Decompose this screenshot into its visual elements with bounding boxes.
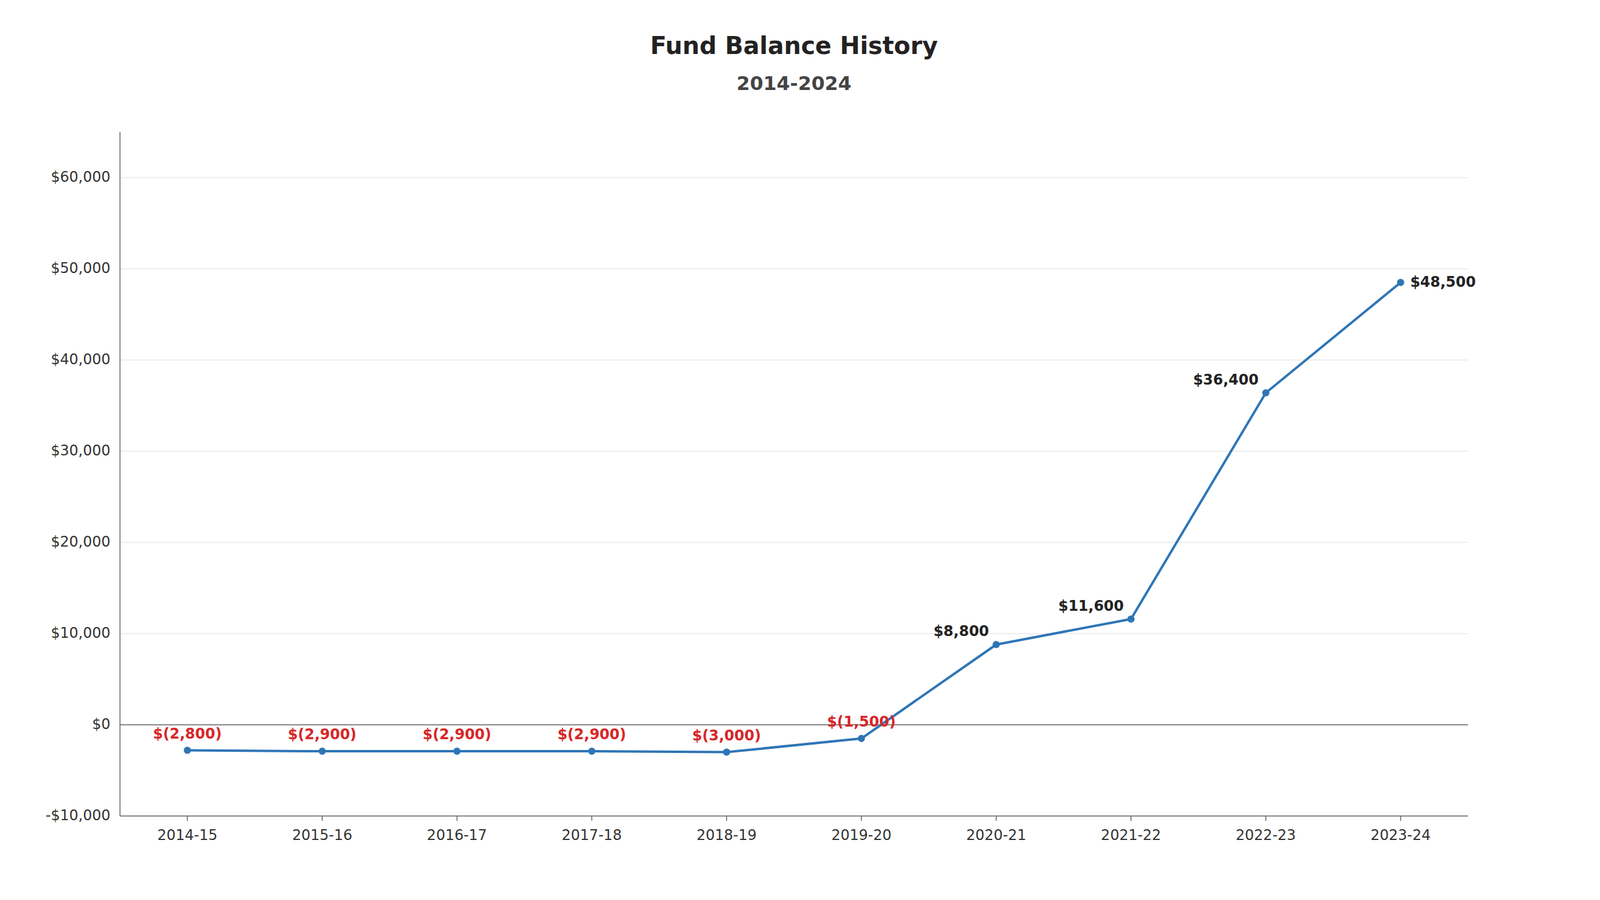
point — [857, 734, 866, 743]
x-tick — [1400, 815, 1402, 821]
x-tick-label: 2014-15 — [157, 826, 218, 844]
point — [1397, 278, 1405, 287]
data-label: $(3,000) — [692, 727, 762, 744]
plot-data — [183, 278, 1404, 756]
point — [1127, 615, 1135, 623]
x-tick — [456, 815, 458, 821]
y-tick-label: $50,000 — [50, 259, 111, 277]
x-tick — [860, 815, 863, 821]
grid-line — [119, 542, 1469, 543]
data-label: $(1,500) — [827, 713, 897, 731]
x-tick — [187, 815, 189, 821]
data-label: $8,800 — [933, 622, 990, 640]
x-tick-label: 2017-18 — [561, 826, 622, 844]
x-tick-label: 2021-22 — [1100, 826, 1161, 844]
data-label: $(2,900) — [557, 725, 627, 743]
x-tick-label: 2019-20 — [831, 826, 892, 844]
point — [722, 748, 731, 756]
grid-line — [119, 451, 1469, 452]
y-tick-label: -$10,000 — [45, 806, 111, 824]
data-label: $(2,800) — [152, 725, 222, 743]
point — [587, 747, 596, 755]
chart-svg: Fund Balance History 2014-2024 -$10,000 $0 $… — [0, 0, 1600, 900]
point — [992, 640, 1001, 648]
title: Fund Balance History — [650, 31, 939, 60]
x-tick — [321, 815, 323, 821]
x-tick — [591, 815, 593, 821]
x-tick-label: 2018-19 — [696, 826, 757, 844]
x-tick-label: 2015-16 — [292, 826, 353, 844]
data-label: $(2,900) — [422, 725, 492, 743]
x-tick — [725, 815, 728, 821]
y-tick-label: $0 — [91, 715, 111, 733]
chart-container: Fund Balance History 2014-2024 -$10,000 $0 $… — [0, 0, 1600, 900]
y-tick-label: $40,000 — [50, 350, 111, 368]
x-tick — [995, 815, 998, 821]
y-tick-label: $30,000 — [50, 442, 111, 459]
point — [183, 746, 191, 755]
grid-line — [119, 359, 1469, 361]
y-tick-label: $20,000 — [50, 533, 111, 551]
zero-line — [119, 724, 1469, 726]
line — [187, 282, 1401, 753]
grid-line — [119, 268, 1469, 270]
point — [453, 747, 461, 755]
point — [318, 747, 326, 755]
x-tick-label: 2016-17 — [427, 826, 488, 844]
x-tick-label: 2023-24 — [1370, 826, 1431, 844]
grid-line — [119, 633, 1469, 635]
point — [1262, 389, 1270, 397]
x-tick — [1265, 815, 1267, 821]
data-label: $11,600 — [1058, 597, 1124, 615]
data-label: $(2,900) — [287, 725, 357, 743]
subtitle: 2014-2024 — [736, 71, 852, 95]
grid-line — [119, 177, 1469, 179]
y-tick-label: $60,000 — [50, 168, 111, 186]
y-axis-line — [119, 131, 121, 816]
x-tick-label: 2020-21 — [965, 826, 1026, 844]
y-grid — [119, 177, 1469, 816]
data-label: $48,500 — [1410, 273, 1476, 291]
x-tick-label: 2022-23 — [1235, 826, 1296, 844]
x-tick — [1130, 815, 1133, 821]
data-label: $36,400 — [1193, 371, 1259, 389]
y-tick-label: $10,000 — [50, 624, 111, 642]
